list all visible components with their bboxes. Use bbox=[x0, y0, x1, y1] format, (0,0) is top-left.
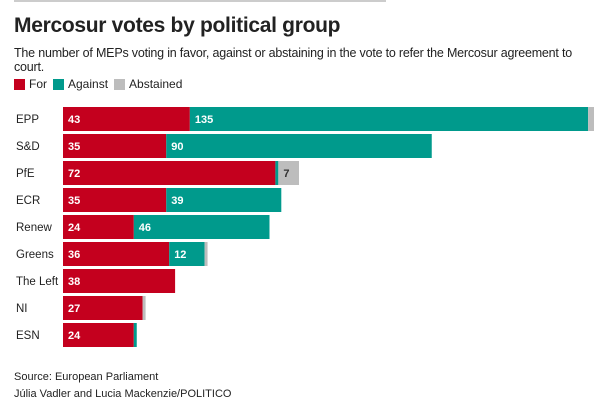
bar-against bbox=[133, 323, 137, 347]
legend-swatch bbox=[14, 78, 25, 90]
data-label: 24 bbox=[68, 222, 81, 234]
category-label: NI bbox=[16, 303, 28, 315]
bar-for bbox=[63, 215, 134, 239]
data-label: 7 bbox=[283, 168, 289, 180]
bar-for bbox=[63, 161, 276, 185]
chart-subtitle: The number of MEPs voting in favor, agai… bbox=[14, 46, 572, 74]
chart-title: Mercosur votes by political group bbox=[14, 14, 341, 37]
legend-label: Against bbox=[68, 77, 109, 91]
bar-abstained bbox=[588, 107, 594, 131]
category-label: S&D bbox=[16, 141, 40, 153]
bar-against bbox=[189, 107, 589, 131]
bar-for bbox=[63, 134, 167, 158]
data-label: 135 bbox=[195, 114, 213, 126]
category-label: ECR bbox=[16, 195, 40, 207]
data-label: 27 bbox=[68, 303, 80, 315]
legend-item: For bbox=[14, 77, 47, 91]
category-label: PfE bbox=[16, 168, 35, 180]
bar-against bbox=[169, 242, 205, 266]
data-label: 24 bbox=[68, 330, 81, 342]
legend-label: For bbox=[29, 77, 47, 91]
bar-abstained bbox=[142, 296, 146, 320]
bar-abstained bbox=[204, 242, 208, 266]
credit-note: Júlia Vadler and Lucia Mackenzie/POLITIC… bbox=[14, 388, 232, 400]
bar-abstained bbox=[278, 161, 299, 185]
data-label: 35 bbox=[68, 141, 80, 153]
data-label: 35 bbox=[68, 195, 80, 207]
bar-for bbox=[63, 269, 176, 293]
bar-for bbox=[63, 242, 170, 266]
data-label: 12 bbox=[174, 249, 186, 261]
data-label: 46 bbox=[139, 222, 151, 234]
legend-label: Abstained bbox=[129, 77, 183, 91]
legend-swatch bbox=[53, 78, 64, 90]
category-label: Greens bbox=[16, 249, 54, 261]
category-label: EPP bbox=[16, 114, 39, 126]
bar-for bbox=[63, 296, 143, 320]
data-label: 43 bbox=[68, 114, 80, 126]
bar-against bbox=[133, 215, 270, 239]
category-label: ESN bbox=[16, 330, 40, 342]
legend-swatch bbox=[114, 78, 126, 90]
bar-against bbox=[166, 188, 282, 212]
category-label: The Left bbox=[16, 276, 59, 288]
legend-item: Abstained bbox=[114, 77, 182, 91]
legend-item: Against bbox=[53, 77, 108, 91]
bar-for bbox=[63, 188, 167, 212]
data-label: 36 bbox=[68, 249, 80, 261]
category-label: Renew bbox=[16, 222, 52, 234]
data-label: 38 bbox=[68, 276, 80, 288]
data-label: 90 bbox=[171, 141, 183, 153]
bar-for bbox=[63, 323, 134, 347]
bar-against bbox=[275, 161, 279, 185]
data-label: 39 bbox=[171, 195, 183, 207]
bar-against bbox=[166, 134, 432, 158]
top-divider bbox=[14, 0, 386, 2]
source-note: Source: European Parliament bbox=[14, 371, 159, 383]
data-label: 72 bbox=[68, 168, 80, 180]
bar-for bbox=[63, 107, 190, 131]
legend: For Against Abstained bbox=[14, 77, 188, 91]
